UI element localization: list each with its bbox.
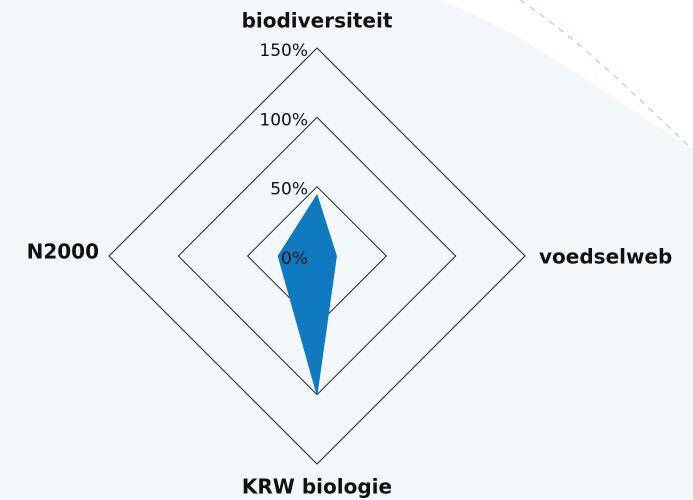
tick-label: 0% xyxy=(281,249,308,269)
axis-label: biodiversiteit xyxy=(242,9,393,33)
tick-label: 150% xyxy=(259,41,308,61)
axis-label: KRW biologie xyxy=(242,475,392,499)
axis-label: voedselweb xyxy=(539,245,672,269)
grid-ring xyxy=(108,47,526,465)
tick-label: 100% xyxy=(259,110,308,130)
axis-label: N2000 xyxy=(27,240,99,264)
radar-area xyxy=(277,193,337,395)
plot: 0% 50% 100% 150% biodiversiteit voedselweb KRW… xyxy=(27,9,673,499)
dashed-curve xyxy=(519,0,693,151)
tick-label: 50% xyxy=(270,180,308,200)
